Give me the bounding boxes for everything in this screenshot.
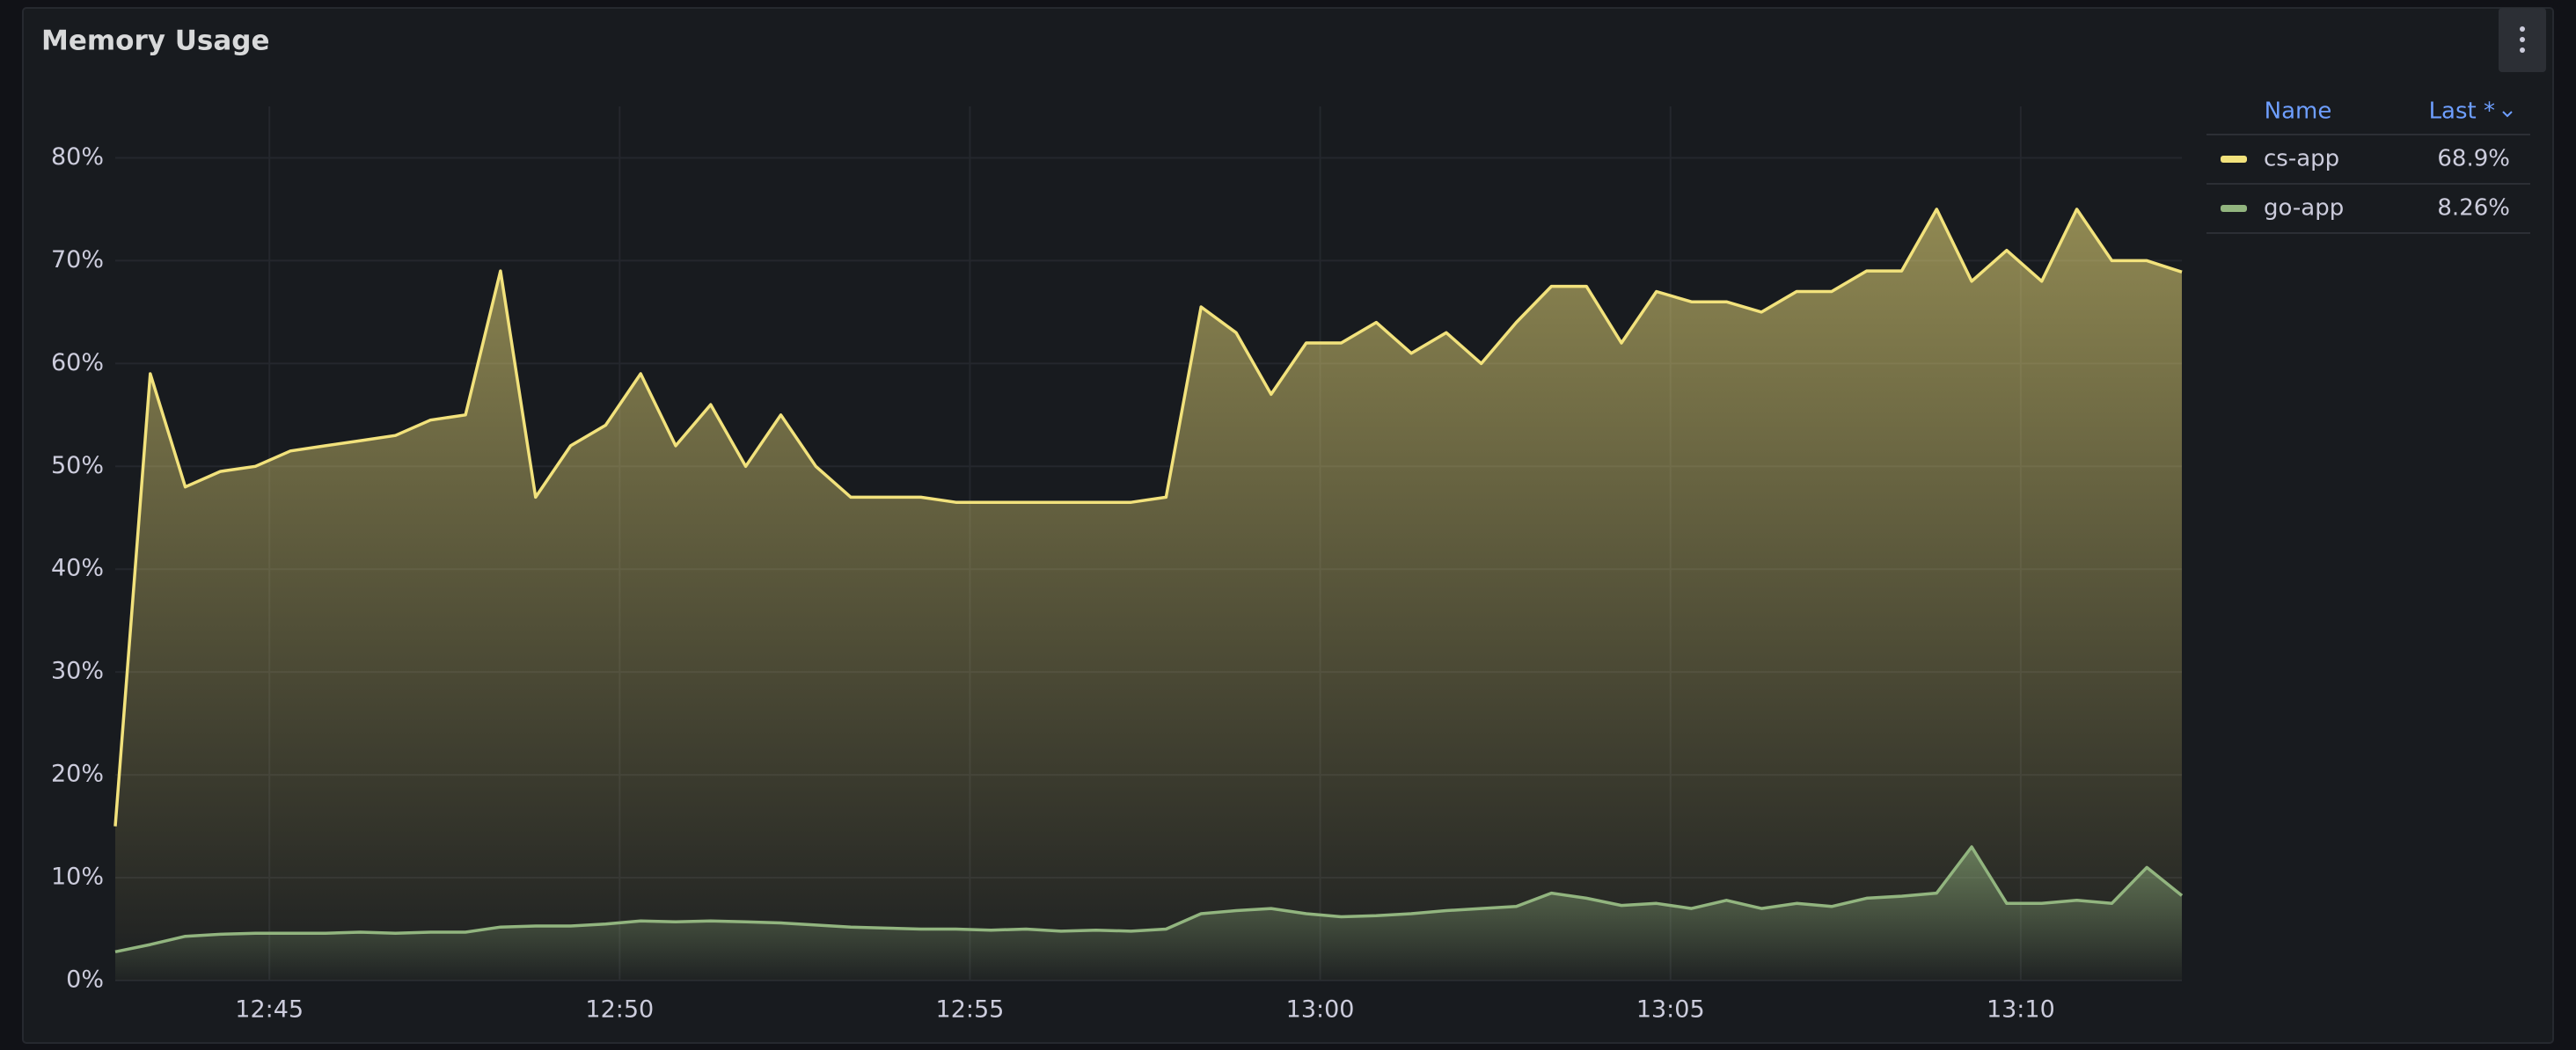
legend-swatch [2221,156,2247,163]
y-tick-label: 80% [51,143,104,171]
series-area [115,208,2182,981]
x-tick-label: 12:55 [936,996,1005,1024]
x-tick-label: 12:45 [235,996,304,1024]
y-tick-label: 30% [51,658,104,685]
panel-title: Memory Usage [41,26,270,57]
legend-header-name[interactable]: Name [2265,98,2332,125]
series-area [115,847,2182,981]
series-line [113,208,2183,827]
panel-menu-button[interactable] [2499,8,2546,72]
x-tick-label: 13:10 [1987,996,2055,1024]
y-tick-label: 50% [51,452,104,479]
legend: Name Last * cs-app 68.9% go-app 8.26% [2206,98,2530,234]
legend-name: go-app [2264,195,2344,222]
y-tick-label: 60% [51,349,104,376]
legend-last: 8.26% [2437,195,2510,222]
y-tick-label: 0% [66,966,104,994]
y-tick-label: 10% [51,864,104,891]
x-tick-label: 13:05 [1636,996,1705,1024]
y-tick-label: 20% [51,761,104,788]
legend-swatch [2221,205,2247,212]
y-tick-label: 40% [51,555,104,582]
legend-header-last[interactable]: Last * [2429,98,2495,125]
x-tick-label: 13:00 [1286,996,1355,1024]
legend-last: 68.9% [2437,146,2510,172]
y-tick-label: 70% [51,246,104,273]
legend-name: cs-app [2264,146,2339,172]
x-tick-label: 12:50 [585,996,654,1024]
sort-icon [2502,111,2513,118]
series-line [114,845,2184,954]
